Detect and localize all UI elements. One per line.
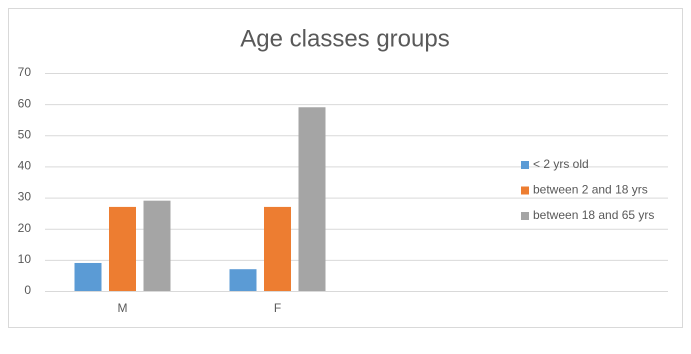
bar [143,200,171,291]
y-tick-label: 70 [18,65,32,79]
legend-label: between 2 and 18 yrs [533,183,648,197]
legend-swatch [521,212,529,220]
bar [229,269,257,291]
y-tick-label: 0 [24,283,31,297]
y-tick-label: 60 [18,96,32,110]
x-tick-label: M [118,301,128,315]
y-tick-label: 30 [18,190,32,204]
y-tick-label: 40 [18,159,32,173]
legend-swatch [521,161,529,169]
y-tick-label: 10 [18,252,32,266]
bar [264,206,291,291]
legend-label: between 18 and 65 yrs [533,208,654,222]
y-tick-label: 50 [18,127,32,141]
x-tick-label: F [274,301,281,315]
bar [74,262,102,291]
legend-label: < 2 yrs old [533,157,589,171]
y-tick-label: 20 [18,221,32,235]
bar [109,206,136,291]
bar [298,107,326,291]
legend-swatch [521,186,529,195]
chart-title: Age classes groups [240,25,449,52]
